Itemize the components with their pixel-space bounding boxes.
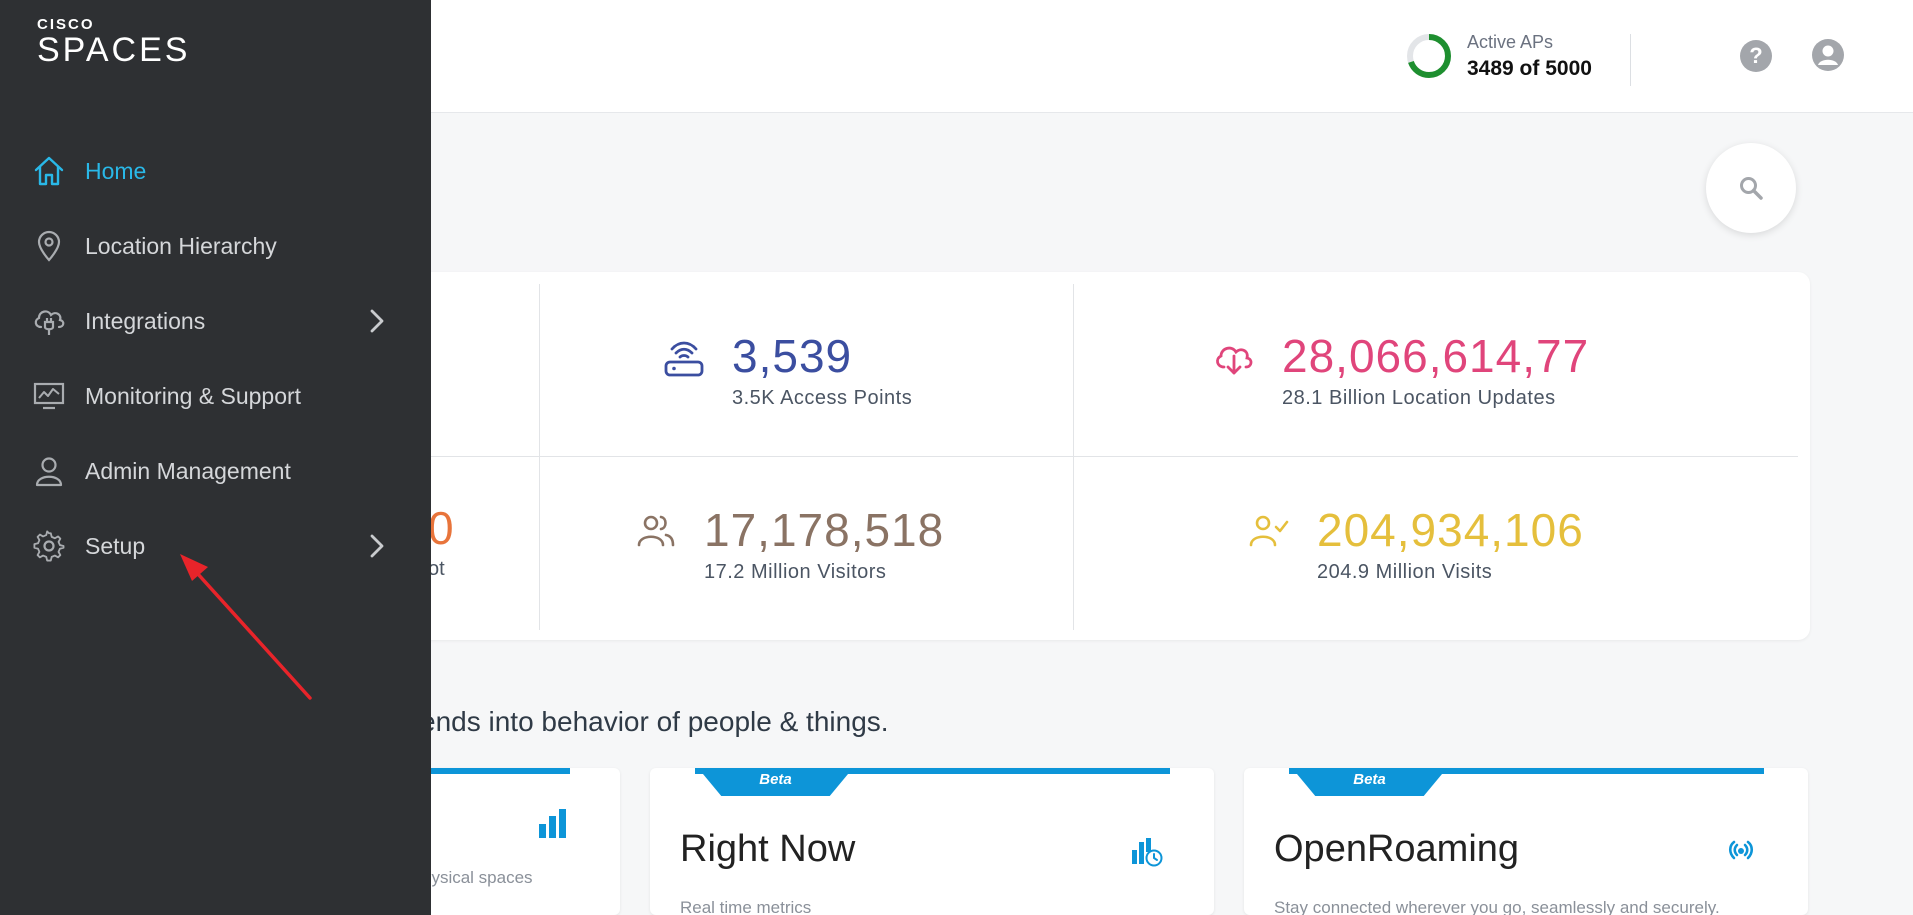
sidebar-item-label: Admin Management [85, 457, 291, 484]
stat-visits: 204,934,106 204.9 Million Visits [1247, 507, 1584, 584]
card-stripe [695, 768, 1170, 774]
signal-broadcast-icon [1728, 840, 1754, 860]
sidebar-item-integrations[interactable]: Integrations [0, 291, 431, 351]
user-profile-icon[interactable] [1812, 39, 1844, 71]
cloud-plug-icon [34, 310, 65, 335]
partial-stat-value: 0 [428, 502, 454, 554]
sidebar-item-label: Integrations [85, 307, 206, 334]
stat-visitors: 17,178,518 17.2 Million Visitors [634, 507, 944, 584]
stats-divider [539, 284, 540, 630]
app-card-right-now[interactable]: Beta Right Now Real time metrics [650, 768, 1214, 915]
access-points-value: 3,539 [732, 330, 853, 382]
stat-location-updates: 28,066,614,77 28.1 Billion Location Upda… [1212, 333, 1589, 410]
realtime-chart-icon [1132, 838, 1163, 867]
user-check-icon [1249, 515, 1289, 547]
search-button[interactable] [1706, 143, 1796, 233]
sidebar-item-home[interactable]: Home [0, 141, 431, 201]
sidebar-item-label: Home [85, 157, 147, 184]
stats-divider [1073, 284, 1074, 630]
visits-label: 204.9 Million Visits [1317, 561, 1493, 583]
sidebar-item-label: Setup [85, 532, 146, 559]
active-aps-widget[interactable]: Active APs 3489 of 5000 [1405, 32, 1592, 81]
card-description: hysical spaces [422, 868, 533, 887]
visitors-label: 17.2 Million Visitors [704, 561, 887, 583]
monitor-chart-icon [33, 382, 65, 410]
beta-badge: Beta [698, 768, 853, 796]
search-icon [1740, 177, 1763, 200]
sidebar-item-location-hierarchy[interactable]: Location Hierarchy [0, 216, 431, 276]
cloud-download-icon [1216, 346, 1253, 375]
logo-spaces-text: SPACES [37, 31, 191, 69]
active-aps-value: 3489 of 5000 [1467, 56, 1592, 80]
active-aps-donut [1407, 34, 1451, 79]
access-points-label: 3.5K Access Points [732, 387, 913, 409]
sidebar-item-setup[interactable]: Setup [0, 516, 431, 576]
visits-value: 204,934,106 [1317, 504, 1584, 556]
stats-divider [380, 456, 1798, 457]
cisco-spaces-logo[interactable]: CISCO SPACES [37, 16, 190, 67]
card-title: Right Now [680, 828, 856, 870]
location-updates-label: 28.1 Billion Location Updates [1282, 387, 1556, 409]
bar-chart-icon [539, 809, 566, 838]
chevron-right-icon [370, 534, 384, 558]
help-icon[interactable]: ? [1740, 40, 1772, 72]
location-updates-value: 28,066,614,77 [1282, 330, 1590, 382]
sidebar: CISCO SPACES Home Location Hierarchy Int… [0, 0, 431, 915]
gear-icon [33, 530, 65, 562]
sidebar-item-label: Location Hierarchy [85, 232, 277, 259]
card-stripe [380, 768, 570, 774]
user-icon [35, 457, 63, 487]
visitors-value: 17,178,518 [704, 504, 945, 556]
location-pin-icon [37, 230, 61, 262]
card-title: OpenRoaming [1274, 828, 1520, 870]
chevron-right-icon [370, 309, 384, 333]
home-icon [34, 156, 64, 186]
section-tagline: ends into behavior of people & things. [420, 706, 889, 737]
wifi-router-icon [664, 341, 704, 377]
partial-stat-label: ot [428, 558, 445, 580]
visitors-group-icon [637, 515, 675, 547]
header-divider [1630, 34, 1631, 86]
card-description: Real time metrics [680, 898, 812, 915]
stat-access-points: 3,539 3.5K Access Points [662, 333, 912, 410]
active-aps-label: Active APs [1467, 32, 1554, 52]
app-card-openroaming[interactable]: Beta OpenRoaming Stay connected wherever… [1244, 768, 1808, 915]
card-stripe [1289, 768, 1764, 774]
sidebar-item-admin-management[interactable]: Admin Management [0, 441, 431, 501]
annotation-arrow [180, 554, 312, 700]
sidebar-item-monitoring-support[interactable]: Monitoring & Support [0, 366, 431, 426]
logo-cisco-text: CISCO [37, 16, 95, 33]
card-description: Stay connected wherever you go, seamless… [1274, 898, 1720, 915]
beta-badge: Beta [1292, 768, 1447, 796]
sidebar-item-label: Monitoring & Support [85, 382, 302, 409]
